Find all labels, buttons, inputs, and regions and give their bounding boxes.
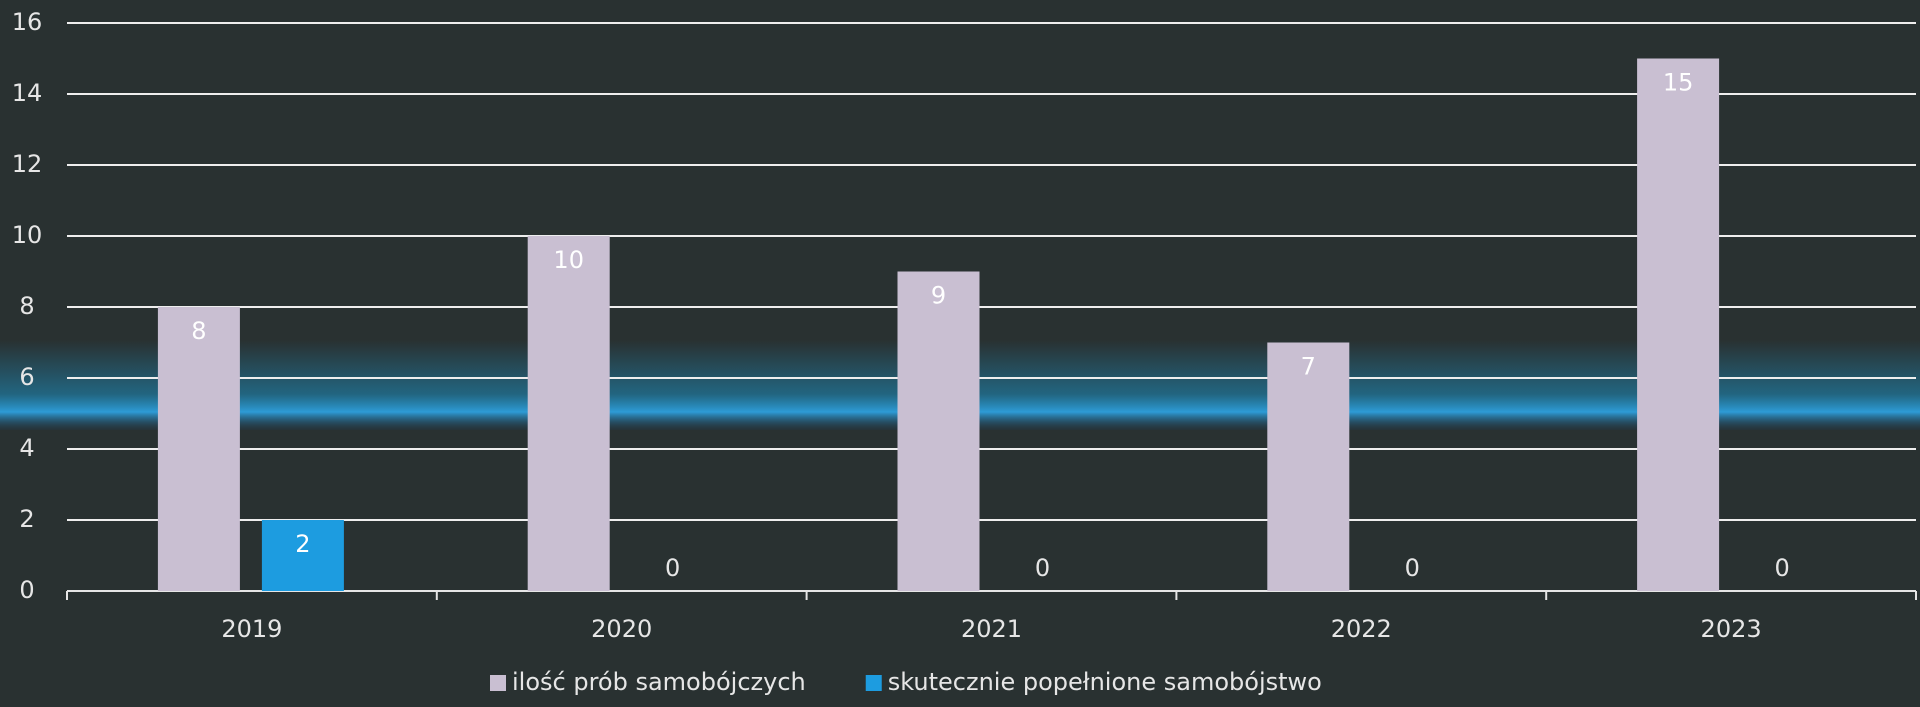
data-label: 10 — [553, 246, 584, 274]
x-tick-label: 2020 — [591, 615, 652, 643]
y-tick-label: 10 — [12, 221, 43, 249]
data-label: 8 — [191, 317, 206, 345]
y-tick-label: 4 — [19, 434, 34, 462]
x-tick-label: 2023 — [1701, 615, 1762, 643]
legend-label: skutecznie popełnione samobójstwo — [888, 668, 1322, 696]
data-label: 0 — [1035, 554, 1050, 582]
bar — [1637, 58, 1720, 591]
x-tick-label: 2022 — [1331, 615, 1392, 643]
legend-swatch — [865, 675, 882, 691]
data-label: 2 — [295, 530, 310, 558]
y-tick-label: 16 — [12, 8, 43, 36]
bar — [157, 307, 240, 591]
bar — [261, 520, 344, 591]
data-label: 9 — [931, 282, 946, 310]
y-tick-label: 12 — [12, 150, 43, 178]
bar — [897, 271, 980, 591]
y-tick-label: 14 — [12, 79, 43, 107]
y-tick-label: 6 — [19, 363, 34, 391]
x-tick-label: 2019 — [221, 615, 282, 643]
bar — [1267, 342, 1350, 591]
data-label: 7 — [1301, 353, 1316, 381]
legend-label: ilość prób samobójczych — [512, 668, 806, 696]
data-label: 0 — [1405, 554, 1420, 582]
data-label: 0 — [1774, 554, 1789, 582]
bar — [527, 236, 610, 591]
data-label: 0 — [665, 554, 680, 582]
y-tick-label: 8 — [19, 292, 34, 320]
x-tick-label: 2021 — [961, 615, 1022, 643]
y-tick-label: 0 — [19, 576, 34, 604]
plot-area: 0 2 4 6 8 10 12 14 16 2019 8 2 2020 10 0 2021 9 0 2022 7 0 20… — [12, 8, 1917, 696]
legend-swatch — [490, 675, 506, 691]
data-label: 15 — [1663, 69, 1694, 97]
y-tick-label: 2 — [19, 505, 34, 533]
